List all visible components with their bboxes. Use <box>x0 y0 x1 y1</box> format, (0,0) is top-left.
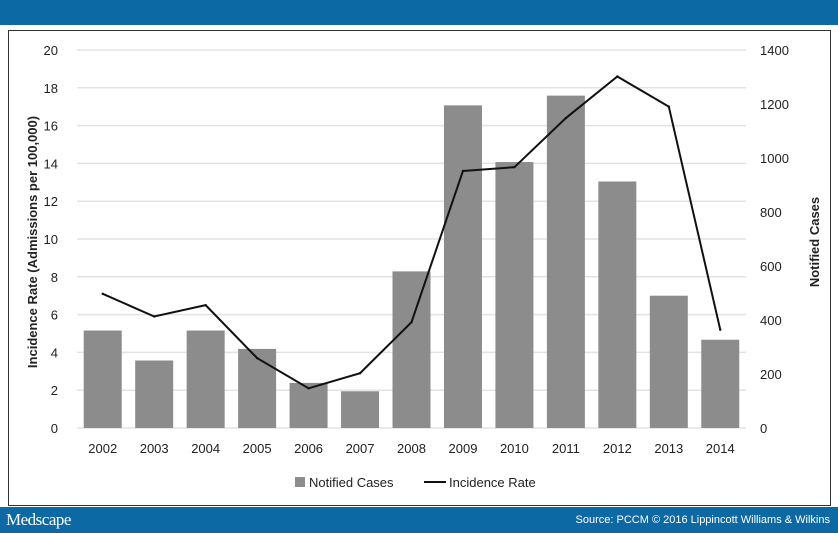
x-tick-label: 2003 <box>140 441 169 456</box>
x-tick-label: 2005 <box>243 441 272 456</box>
incidence-rate-line <box>102 75 722 390</box>
bar-2005 <box>238 348 277 428</box>
y2-tick-label: 1000 <box>760 151 789 166</box>
bar-2009 <box>443 105 482 428</box>
y2-tick-label: 1400 <box>760 43 789 58</box>
y2-tick-label: 600 <box>760 259 782 274</box>
bar-2002 <box>83 330 122 428</box>
y-tick-label: 16 <box>44 119 58 134</box>
y-tick-label: 12 <box>44 194 58 209</box>
x-tick-label: 2011 <box>552 441 580 456</box>
y2-tick-label: 800 <box>760 205 782 220</box>
bar-2006 <box>289 382 328 428</box>
bar-2004 <box>186 330 225 428</box>
bar-2003 <box>135 360 174 428</box>
y-tick-label: 2 <box>51 383 58 398</box>
bar-2014 <box>701 339 740 428</box>
x-tick-label: 2014 <box>706 441 735 456</box>
legend-bar-swatch <box>295 477 305 487</box>
footer-bar: Medscape Source: PCCM © 2016 Lippincott … <box>0 507 838 533</box>
y-tick-label: 10 <box>44 232 58 247</box>
x-tick-label: 2008 <box>397 441 426 456</box>
x-tick-label: 2013 <box>654 441 683 456</box>
bar-2010 <box>495 162 534 429</box>
x-tick-label: 2010 <box>500 441 529 456</box>
y2-tick-label: 200 <box>760 367 782 382</box>
bar-2012 <box>598 181 637 428</box>
y-tick-label: 0 <box>51 421 58 436</box>
y-tick-label: 6 <box>51 308 58 323</box>
x-tick-label: 2002 <box>88 441 117 456</box>
y2-tick-label: 1200 <box>760 97 789 112</box>
medscape-logo: Medscape <box>6 510 71 529</box>
legend-line-label: Incidence Rate <box>449 475 536 490</box>
source-credit: Source: PCCM © 2016 Lippincott Williams … <box>575 514 830 526</box>
x-tick-label: 2009 <box>449 441 478 456</box>
bar-2007 <box>341 391 380 428</box>
x-tick-label: 2012 <box>603 441 632 456</box>
legend-bar-label: Notified Cases <box>309 475 394 490</box>
y2-axis-title: Notified Cases <box>807 197 822 287</box>
y-axis-title: Incidence Rate (Admissions per 100,000) <box>25 116 40 368</box>
y-tick-label: 20 <box>44 43 58 58</box>
x-tick-label: 2007 <box>346 441 375 456</box>
y-tick-label: 14 <box>44 156 58 171</box>
y-tick-label: 18 <box>44 81 58 96</box>
bar-2011 <box>546 95 585 428</box>
x-tick-label: 2004 <box>191 441 220 456</box>
y2-tick-label: 0 <box>760 421 767 436</box>
y2-tick-label: 400 <box>760 313 782 328</box>
y-tick-label: 8 <box>51 270 58 285</box>
y-tick-label: 4 <box>51 345 58 360</box>
legend: Notified Cases Incidence Rate <box>295 475 536 490</box>
bar-2008 <box>392 271 431 428</box>
x-tick-label: 2006 <box>294 441 323 456</box>
header-bar <box>0 0 838 25</box>
bar-2013 <box>649 295 688 428</box>
